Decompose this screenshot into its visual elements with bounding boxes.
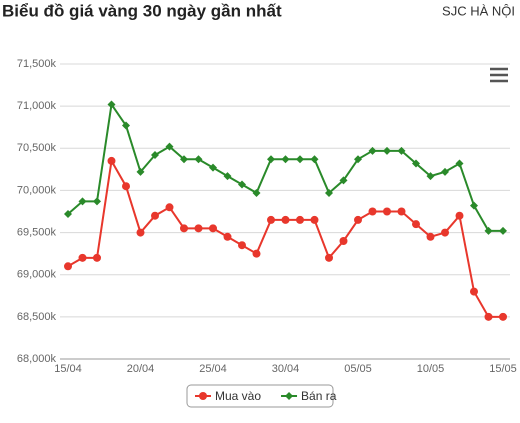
x-tick-label: 15/05	[489, 363, 517, 375]
x-tick-label: 25/04	[199, 363, 227, 375]
point	[296, 155, 304, 164]
point	[136, 228, 145, 237]
point	[122, 121, 130, 130]
point	[252, 188, 261, 197]
point	[165, 142, 174, 151]
x-tick-label: 15/04	[54, 363, 82, 375]
point	[64, 262, 72, 271]
point	[223, 232, 232, 241]
point	[93, 253, 101, 262]
point	[499, 226, 507, 235]
point	[368, 207, 377, 216]
point	[151, 211, 159, 220]
point	[325, 253, 333, 262]
point	[209, 163, 217, 172]
y-tick-label: 68,500k	[17, 311, 57, 323]
y-tick-label: 71,500k	[17, 58, 57, 70]
point	[368, 146, 377, 155]
point	[238, 180, 246, 189]
point	[484, 226, 493, 235]
x-tick-label: 20/04	[127, 363, 155, 375]
point	[64, 210, 72, 219]
point	[296, 215, 304, 224]
point	[325, 188, 333, 197]
point	[484, 312, 493, 321]
point	[412, 159, 420, 168]
point	[383, 207, 391, 216]
point	[397, 146, 406, 155]
point	[78, 197, 87, 206]
point	[354, 215, 362, 224]
legend-item[interactable]: Bán ra	[281, 389, 337, 403]
point	[180, 224, 188, 233]
x-tick-label: 30/04	[272, 363, 300, 375]
point	[223, 172, 232, 181]
point	[252, 249, 261, 258]
point	[281, 155, 290, 164]
point	[441, 167, 449, 176]
point	[339, 176, 348, 185]
point	[122, 182, 130, 191]
x-tick-label: 10/05	[417, 363, 445, 375]
point	[455, 211, 464, 220]
point	[383, 146, 391, 155]
y-tick-label: 69,000k	[17, 269, 57, 281]
legend-marker	[199, 392, 207, 400]
point	[267, 215, 275, 224]
legend-box	[186, 384, 334, 408]
point	[136, 167, 145, 176]
point	[441, 228, 449, 237]
point	[107, 100, 116, 109]
point	[397, 207, 406, 216]
legend-item[interactable]: Mua vào	[195, 389, 261, 403]
point	[281, 215, 290, 224]
series-line	[67, 157, 503, 318]
point	[339, 237, 348, 245]
point	[180, 155, 188, 164]
point	[310, 215, 319, 224]
x-tick-label: 05/05	[344, 363, 372, 375]
point	[412, 220, 420, 229]
point	[209, 224, 217, 233]
legend-label: Bán ra	[301, 389, 337, 403]
point	[151, 151, 159, 160]
point	[354, 155, 362, 164]
point	[165, 203, 174, 212]
point	[107, 156, 116, 165]
point	[267, 155, 275, 164]
menu-icon[interactable]	[490, 67, 508, 83]
point	[470, 201, 478, 210]
point	[426, 232, 435, 241]
chart-title: Biểu đồ giá vàng 30 ngày gần nhất	[2, 1, 282, 20]
point	[238, 241, 246, 250]
point	[426, 172, 435, 181]
y-tick-label: 68,000k	[17, 353, 57, 365]
point	[93, 197, 101, 206]
point	[194, 155, 203, 164]
point	[455, 159, 464, 168]
point	[470, 287, 478, 296]
y-tick-label: 69,500k	[17, 226, 57, 238]
legend-marker	[285, 392, 294, 400]
legend-label: Mua vào	[215, 389, 261, 403]
point	[499, 312, 507, 321]
point	[194, 224, 203, 233]
y-tick-label: 70,500k	[17, 142, 57, 154]
point	[310, 155, 319, 164]
y-tick-label: 70,000k	[17, 184, 57, 196]
point	[78, 253, 87, 262]
y-tick-label: 71,000k	[17, 100, 57, 112]
chart-subtitle: SJC HÀ NỘI	[442, 3, 515, 18]
